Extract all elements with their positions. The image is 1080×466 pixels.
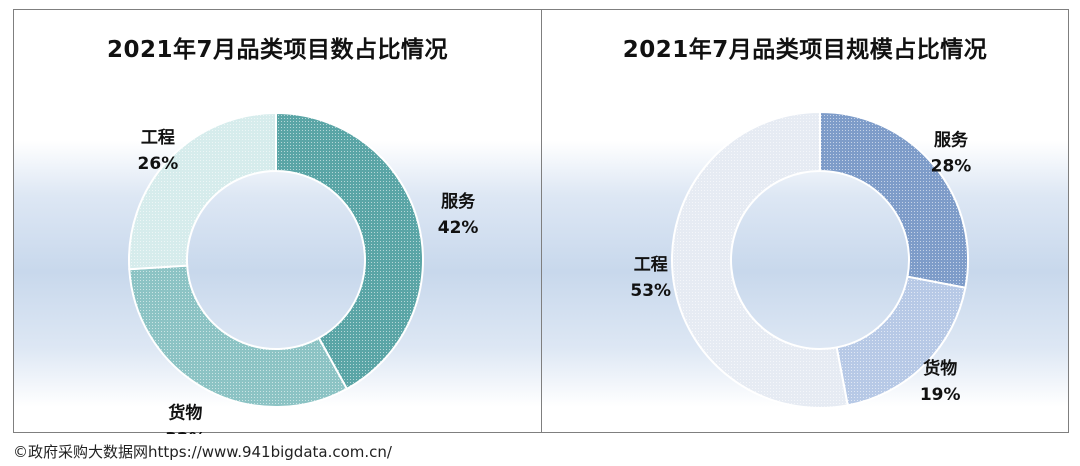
slice-value-label: 42%: [438, 218, 479, 238]
chart-title: 2021年7月品类项目规模占比情况: [622, 37, 988, 63]
slice-texture: [129, 113, 276, 270]
chart-frame: 2021年7月品类项目数占比情况 服务 42% 货物 32% 工程 26% 2021年7月…: [13, 9, 1069, 434]
chart-panel-scale: 2021年7月品类项目规模占比情况 服务 28% 货物 19% 工程 53%: [541, 10, 1068, 432]
donut-chart-scale: 服务 28% 货物 19% 工程 53%: [630, 110, 972, 409]
slice-value-label: 26%: [138, 154, 179, 174]
slice-texture: [671, 112, 848, 408]
slice-category-label: 货物: [923, 358, 957, 379]
slice-category-label: 工程: [141, 128, 175, 148]
slice-texture: [820, 112, 968, 288]
slice-texture: [129, 265, 347, 407]
donut-chart-count: 服务 42% 货物 32% 工程 26%: [128, 111, 479, 434]
slice-category-label: 工程: [634, 255, 668, 275]
slice-value-label: 53%: [630, 281, 671, 301]
slice-value-label: 32%: [165, 430, 206, 434]
slice-category-label: 货物: [168, 403, 202, 424]
source-credit: ©政府采购大数据网https://www.941bigdata.com.cn/: [13, 443, 392, 461]
slice-texture: [836, 276, 966, 406]
chart-title: 2021年7月品类项目数占比情况: [106, 37, 449, 63]
slice-category-label: 服务: [441, 191, 476, 212]
slice-value-label: 19%: [920, 385, 961, 405]
slice-category-label: 服务: [934, 130, 969, 151]
slice-value-label: 28%: [931, 157, 972, 177]
chart-panel-count: 2021年7月品类项目数占比情况 服务 42% 货物 32% 工程 26%: [14, 10, 541, 434]
slice-texture: [276, 113, 423, 389]
